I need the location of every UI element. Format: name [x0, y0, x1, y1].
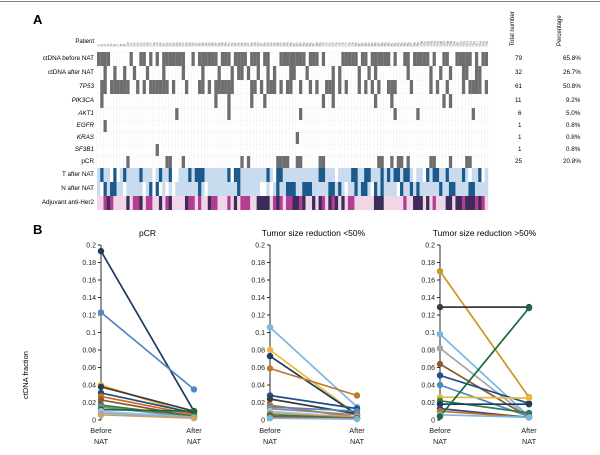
svg-text:0.12: 0.12 [251, 313, 265, 320]
svg-text:Tumor size reduction >50%: Tumor size reduction >50% [433, 228, 537, 238]
svg-text:Before: Before [90, 426, 112, 435]
svg-text:0.18: 0.18 [251, 260, 265, 267]
svg-text:0.16: 0.16 [82, 278, 96, 285]
svg-text:Before: Before [259, 426, 281, 435]
svg-text:0: 0 [431, 418, 435, 425]
svg-text:NAT: NAT [187, 437, 202, 446]
svg-text:0.1: 0.1 [86, 330, 96, 337]
svg-text:NAT: NAT [263, 437, 278, 446]
svg-text:0.08: 0.08 [421, 348, 435, 355]
svg-text:0.06: 0.06 [82, 365, 96, 372]
svg-text:0.14: 0.14 [421, 295, 435, 302]
svg-text:0.04: 0.04 [82, 383, 96, 390]
svg-text:0.2: 0.2 [86, 243, 96, 250]
svg-text:0.18: 0.18 [82, 260, 96, 267]
svg-text:0.1: 0.1 [255, 330, 265, 337]
svg-text:0.02: 0.02 [82, 400, 96, 407]
svg-text:0.16: 0.16 [421, 278, 435, 285]
svg-text:Tumor size reduction <50%: Tumor size reduction <50% [262, 228, 366, 238]
svg-text:0.12: 0.12 [421, 313, 435, 320]
svg-text:0.04: 0.04 [421, 383, 435, 390]
svg-text:NAT: NAT [433, 437, 448, 446]
svg-text:0.06: 0.06 [421, 365, 435, 372]
svg-text:0.02: 0.02 [251, 400, 265, 407]
svg-text:0.14: 0.14 [251, 295, 265, 302]
svg-text:After: After [521, 426, 537, 435]
svg-text:0.04: 0.04 [251, 383, 265, 390]
svg-text:After: After [186, 426, 202, 435]
svg-text:pCR: pCR [139, 228, 156, 238]
svg-text:0.02: 0.02 [421, 400, 435, 407]
svg-text:NAT: NAT [94, 437, 109, 446]
svg-text:0.18: 0.18 [421, 260, 435, 267]
svg-text:NAT: NAT [350, 437, 365, 446]
svg-text:0.2: 0.2 [425, 243, 435, 250]
svg-text:After: After [349, 426, 365, 435]
svg-text:Before: Before [429, 426, 451, 435]
svg-text:0.06: 0.06 [251, 365, 265, 372]
svg-text:0: 0 [92, 418, 96, 425]
svg-text:0.08: 0.08 [82, 348, 96, 355]
svg-text:0.1: 0.1 [425, 330, 435, 337]
svg-text:0.16: 0.16 [251, 278, 265, 285]
svg-text:0.14: 0.14 [82, 295, 96, 302]
svg-text:NAT: NAT [522, 437, 537, 446]
svg-text:0.2: 0.2 [255, 243, 265, 250]
svg-text:0.12: 0.12 [82, 313, 96, 320]
svg-text:0: 0 [261, 418, 265, 425]
svg-text:0.08: 0.08 [251, 348, 265, 355]
